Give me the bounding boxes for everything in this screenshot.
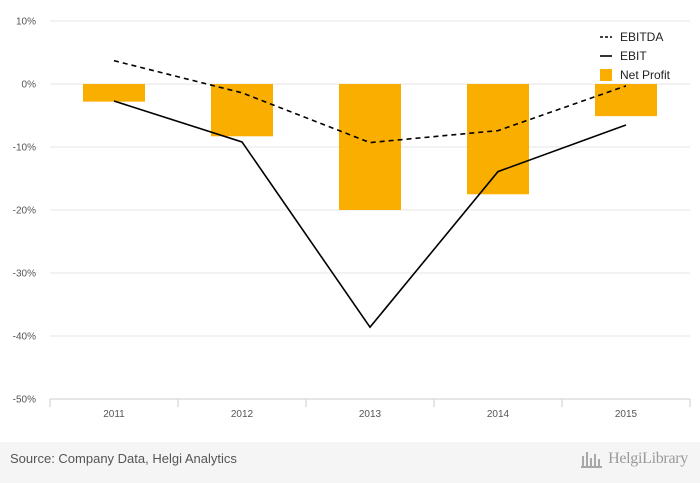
x-tick-label: 2012 bbox=[231, 409, 254, 420]
y-tick-label: -10% bbox=[13, 143, 36, 154]
footer: Source: Company Data, Helgi Analytics He… bbox=[0, 442, 700, 483]
net-profit-bars bbox=[83, 84, 657, 210]
net-profit-bar bbox=[595, 84, 657, 117]
y-tick-label: -30% bbox=[13, 269, 36, 280]
y-tick-label: 0% bbox=[22, 80, 37, 91]
net-profit-bar bbox=[339, 84, 401, 210]
ebitda-line bbox=[113, 59, 627, 144]
net-profit-bar bbox=[467, 84, 529, 195]
x-tick-label: 2013 bbox=[359, 409, 382, 420]
y-tick-label: -20% bbox=[13, 206, 36, 217]
x-tick-label: 2014 bbox=[487, 409, 510, 420]
y-tick-label: -50% bbox=[13, 395, 36, 406]
y-axis: 10% 0% -10% -20% -30% -40% -50% bbox=[13, 17, 36, 406]
y-tick-label: 10% bbox=[16, 17, 36, 28]
x-tick-label: 2011 bbox=[103, 409, 125, 420]
helgi-logo-icon bbox=[581, 452, 603, 468]
net-profit-bar bbox=[83, 84, 145, 102]
ebit-line bbox=[113, 100, 627, 329]
source-note: Source: Company Data, Helgi Analytics bbox=[10, 451, 237, 466]
legend-label: EBIT bbox=[620, 49, 647, 63]
x-tick-label: 2015 bbox=[615, 409, 638, 420]
legend: EBITDA EBIT Net Profit bbox=[600, 30, 671, 82]
chart: 10%0%-10%-20%-30%-40%-50% 2011 2012 2013 20… bbox=[13, 17, 691, 420]
x-axis: 2011 2012 2013 2014 2015 bbox=[49, 398, 691, 420]
line-series bbox=[113, 59, 627, 329]
legend-label: EBITDA bbox=[620, 30, 663, 44]
y-tick-label: -40% bbox=[13, 332, 36, 343]
brand-name: HelgiLibrary bbox=[608, 450, 688, 467]
net-profit-bar bbox=[211, 84, 273, 137]
legend-swatch-net-profit bbox=[600, 69, 612, 81]
brand: HelgiLibrary bbox=[580, 448, 688, 470]
legend-label: Net Profit bbox=[620, 68, 671, 82]
